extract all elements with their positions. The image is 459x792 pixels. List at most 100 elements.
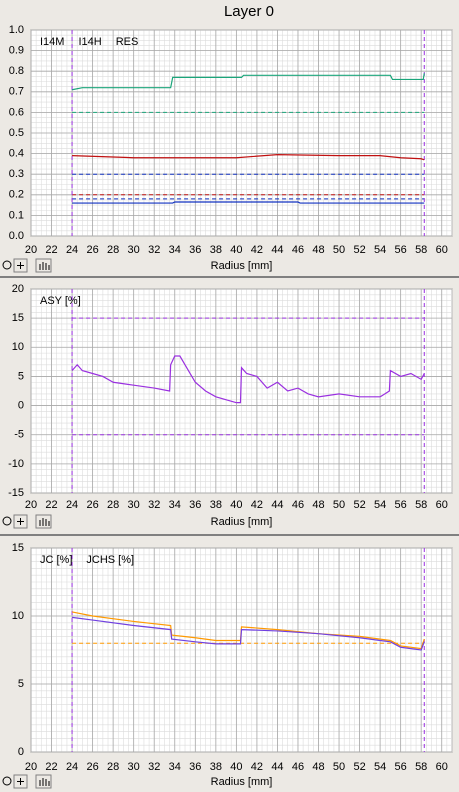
y-tick-label: 0.8 (9, 65, 24, 77)
y-tick-label: 10 (12, 341, 24, 353)
legend-label: RES (116, 36, 139, 48)
page-title: Layer 0 (224, 3, 274, 20)
x-tick-label: 44 (271, 761, 283, 773)
x-tick-label: 22 (45, 244, 57, 256)
x-tick-label: 20 (25, 761, 37, 773)
x-tick-label: 30 (128, 761, 140, 773)
x-tick-label: 26 (86, 761, 98, 773)
x-tick-label: 26 (86, 499, 98, 511)
zoom-icon (2, 260, 12, 270)
x-tick-label: 60 (436, 244, 448, 256)
x-tick-label: 48 (312, 761, 324, 773)
x-tick-label: 54 (374, 761, 386, 773)
x-tick-label: 60 (436, 761, 448, 773)
y-tick-label: 0 (18, 399, 24, 411)
legend-label: ASY [%] (40, 295, 81, 307)
x-tick-label: 46 (292, 244, 304, 256)
x-tick-label: 30 (128, 499, 140, 511)
y-tick-label: 10 (12, 610, 24, 622)
plus-icon (17, 518, 24, 525)
y-tick-label: 5 (18, 370, 24, 382)
x-tick-label: 34 (169, 244, 181, 256)
y-tick-label: 0.6 (9, 106, 24, 118)
x-tick-label: 38 (210, 761, 222, 773)
x-tick-label: 36 (189, 499, 201, 511)
x-tick-label: 40 (230, 244, 242, 256)
x-axis-label: Radius [mm] (211, 776, 273, 788)
x-tick-label: 32 (148, 499, 160, 511)
x-tick-label: 24 (66, 244, 78, 256)
x-tick-label: 38 (210, 244, 222, 256)
series-line (71, 355, 425, 404)
y-tick-label: 0.3 (9, 168, 24, 180)
x-tick-label: 42 (251, 761, 263, 773)
x-tick-label: 54 (374, 499, 386, 511)
x-tick-label: 40 (230, 499, 242, 511)
x-tick-label: 44 (271, 499, 283, 511)
x-tick-label: 56 (395, 244, 407, 256)
series-line (71, 73, 425, 91)
legend-label: JCHS [%] (86, 554, 134, 566)
y-tick-label: -15 (8, 487, 24, 499)
toolbar (2, 514, 52, 529)
x-tick-label: 28 (107, 244, 119, 256)
x-tick-label: 20 (25, 499, 37, 511)
series-line (71, 616, 425, 651)
x-tick-label: 46 (292, 499, 304, 511)
y-tick-label: 0.1 (9, 209, 24, 221)
y-tick-label: -10 (8, 458, 24, 470)
x-tick-label: 38 (210, 499, 222, 511)
x-tick-label: 48 (312, 244, 324, 256)
y-tick-label: 0.7 (9, 86, 24, 98)
x-tick-label: 24 (66, 761, 78, 773)
y-tick-label: -5 (14, 429, 24, 441)
x-tick-label: 50 (333, 499, 345, 511)
x-tick-label: 22 (45, 499, 57, 511)
legend-label: I14M (40, 36, 64, 48)
y-tick-label: 0.9 (9, 45, 24, 57)
y-tick-label: 1.0 (9, 24, 24, 36)
toolbar (2, 258, 52, 273)
x-tick-label: 54 (374, 244, 386, 256)
hand-icon (39, 518, 50, 526)
hand-icon (39, 778, 50, 786)
series-line (72, 154, 425, 161)
plus-icon (17, 778, 24, 785)
x-tick-label: 42 (251, 499, 263, 511)
x-tick-label: 28 (107, 761, 119, 773)
x-tick-label: 58 (415, 499, 427, 511)
x-tick-label: 58 (415, 244, 427, 256)
y-tick-label: 0.0 (9, 230, 24, 242)
x-tick-label: 28 (107, 499, 119, 511)
x-tick-label: 46 (292, 761, 304, 773)
y-tick-label: 0.4 (9, 148, 24, 160)
y-tick-label: 15 (12, 542, 24, 554)
x-tick-label: 52 (353, 244, 365, 256)
y-tick-label: 15 (12, 312, 24, 324)
plus-icon (17, 262, 24, 269)
x-tick-label: 36 (189, 761, 201, 773)
x-tick-label: 32 (148, 761, 160, 773)
hand-icon (39, 262, 50, 270)
x-tick-label: 24 (66, 499, 78, 511)
x-tick-label: 60 (436, 499, 448, 511)
x-tick-label: 56 (395, 499, 407, 511)
x-tick-label: 44 (271, 244, 283, 256)
x-tick-label: 48 (312, 499, 324, 511)
x-tick-label: 20 (25, 244, 37, 256)
y-tick-label: 0.2 (9, 189, 24, 201)
legend-label: JC [%] (40, 554, 72, 566)
x-tick-label: 34 (169, 499, 181, 511)
zoom-icon (2, 516, 12, 526)
x-tick-label: 52 (353, 499, 365, 511)
y-tick-label: 5 (18, 678, 24, 690)
y-tick-label: 0.5 (9, 127, 24, 139)
x-tick-label: 58 (415, 761, 427, 773)
x-tick-label: 26 (86, 244, 98, 256)
legend-label: I14H (78, 36, 101, 48)
x-tick-label: 32 (148, 244, 160, 256)
x-tick-label: 56 (395, 761, 407, 773)
x-tick-label: 40 (230, 761, 242, 773)
x-tick-label: 52 (353, 761, 365, 773)
